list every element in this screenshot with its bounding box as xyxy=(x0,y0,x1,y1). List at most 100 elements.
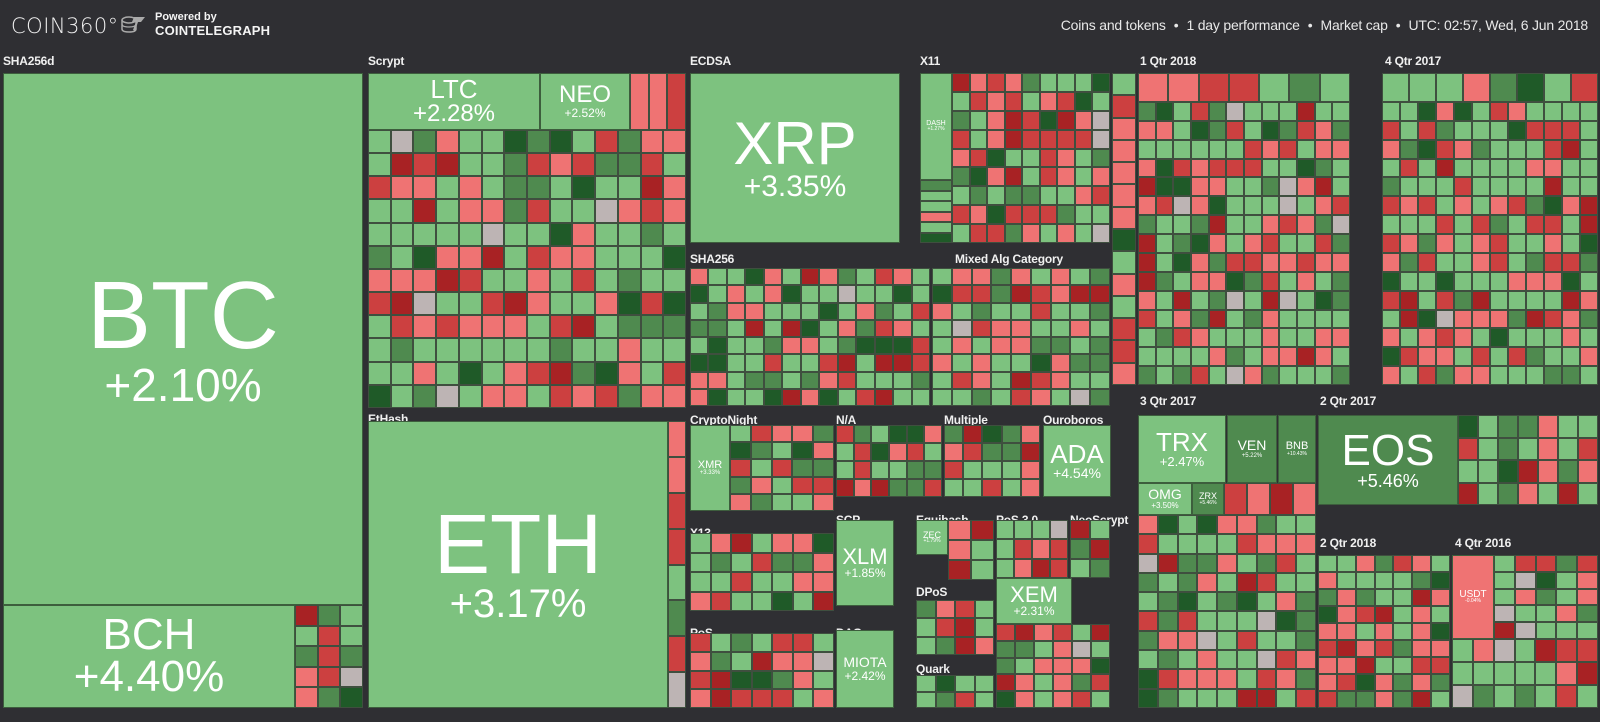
coin-tile[interactable] xyxy=(1092,186,1110,206)
coin-tile[interactable] xyxy=(413,176,437,200)
coin-tile[interactable] xyxy=(813,533,834,553)
coin-tile[interactable] xyxy=(708,319,727,337)
coin-tile[interactable] xyxy=(436,176,459,200)
coin-tile[interactable] xyxy=(1090,354,1110,372)
coin-tile[interactable] xyxy=(1412,691,1432,708)
coin-tile[interactable] xyxy=(1393,691,1413,708)
coin-tile[interactable] xyxy=(1226,366,1244,385)
coin-tile[interactable] xyxy=(819,354,838,372)
coin-tile[interactable] xyxy=(952,205,970,225)
coin-tile[interactable] xyxy=(572,153,596,177)
coin-tile[interactable] xyxy=(1074,148,1093,168)
coin-tile[interactable] xyxy=(1057,91,1075,111)
coin-tile[interactable] xyxy=(690,651,711,671)
coin-tile[interactable] xyxy=(1544,73,1571,102)
coin-tile[interactable] xyxy=(1544,102,1562,121)
coin-tile[interactable] xyxy=(1296,347,1315,367)
coin-tile[interactable] xyxy=(1261,234,1280,253)
coin-tile[interactable] xyxy=(1355,640,1375,657)
coin-tile[interactable] xyxy=(991,371,1012,389)
coin-tile[interactable] xyxy=(911,268,930,286)
coin-tile[interactable] xyxy=(526,315,550,339)
coin-tile[interactable] xyxy=(1514,685,1536,708)
coin-tile[interactable] xyxy=(1296,630,1316,651)
coin-tile[interactable] xyxy=(1208,177,1227,197)
coin-tile[interactable] xyxy=(952,129,970,149)
group-label[interactable]: Scrypt xyxy=(368,54,405,68)
coin-tile[interactable] xyxy=(1472,158,1490,178)
coin-tile[interactable] xyxy=(920,222,952,233)
coin-tile[interactable] xyxy=(595,222,618,246)
coin-tile[interactable] xyxy=(1173,139,1191,159)
coin-tile[interactable] xyxy=(1155,120,1174,140)
coin-tile[interactable] xyxy=(1243,234,1262,253)
coin-tile[interactable] xyxy=(772,572,793,592)
coin-tile[interactable] xyxy=(813,689,834,708)
coin-tile[interactable] xyxy=(1138,347,1156,367)
coin-tile[interactable] xyxy=(1236,592,1257,612)
coin-tile[interactable] xyxy=(413,222,437,246)
coin-tile[interactable] xyxy=(1296,234,1315,253)
coin-tile[interactable] xyxy=(390,384,414,408)
coin-tile[interactable] xyxy=(317,646,341,667)
coin-tile[interactable] xyxy=(526,338,550,362)
coin-tile[interactable] xyxy=(911,337,930,355)
coin-tile[interactable] xyxy=(1092,91,1110,111)
coin-tile[interactable] xyxy=(1243,158,1262,178)
coin-tile[interactable] xyxy=(730,459,751,477)
coin-tile[interactable] xyxy=(1526,139,1544,159)
coin-tile[interactable] xyxy=(436,292,459,316)
coin-tile[interactable] xyxy=(874,371,894,389)
coin-tile[interactable] xyxy=(1138,592,1158,612)
coin-tile-eth[interactable]: ETH +3.17% xyxy=(368,421,668,708)
coin-tile[interactable] xyxy=(1382,177,1400,197)
coin-tile[interactable] xyxy=(1259,73,1290,102)
coin-tile[interactable] xyxy=(1276,630,1297,651)
coin-tile[interactable] xyxy=(893,388,912,406)
coin-tile[interactable] xyxy=(1177,553,1198,573)
coin-tile[interactable] xyxy=(874,354,894,372)
coin-tile[interactable] xyxy=(1039,148,1058,168)
coin-tile[interactable] xyxy=(708,285,727,303)
coin-tile[interactable] xyxy=(1243,139,1262,159)
coin-tile[interactable] xyxy=(526,268,550,293)
coin-tile[interactable] xyxy=(1472,252,1490,272)
coin-tile[interactable] xyxy=(772,689,793,708)
coin-tile[interactable] xyxy=(920,201,952,212)
coin-tile[interactable] xyxy=(935,618,955,637)
coin-tile[interactable] xyxy=(951,268,972,286)
coin-tile[interactable] xyxy=(996,657,1015,675)
coin-tile[interactable] xyxy=(1039,110,1058,130)
coin-tile[interactable] xyxy=(648,73,668,130)
coin-tile[interactable] xyxy=(1020,461,1040,479)
coin-tile[interactable] xyxy=(745,268,764,286)
coin-tile[interactable] xyxy=(731,533,752,553)
coin-tile[interactable] xyxy=(731,689,752,708)
coin-tile[interactable] xyxy=(888,425,907,443)
coin-tile[interactable] xyxy=(1256,611,1277,631)
coin-tile[interactable] xyxy=(1458,415,1478,438)
coin-tile[interactable] xyxy=(1472,685,1494,708)
coin-tile[interactable] xyxy=(1374,674,1394,691)
coin-tile[interactable] xyxy=(708,354,727,372)
coin-tile[interactable] xyxy=(1296,515,1316,535)
coin-tile[interactable] xyxy=(1535,639,1557,662)
coin-tile[interactable] xyxy=(1562,309,1580,329)
group-label[interactable]: 2 Qtr 2018 xyxy=(1320,536,1377,550)
coin-tile[interactable] xyxy=(1526,271,1544,291)
coin-tile[interactable] xyxy=(1454,215,1472,235)
coin-tile[interactable] xyxy=(731,651,752,671)
coin-tile[interactable] xyxy=(987,186,1005,206)
coin-tile[interactable] xyxy=(1393,572,1413,589)
coin-tile[interactable] xyxy=(771,493,793,511)
coin-tile[interactable] xyxy=(1011,268,1031,286)
coin-tile[interactable] xyxy=(1556,571,1578,589)
coin-tile[interactable] xyxy=(969,148,988,168)
coin-tile[interactable] xyxy=(1050,539,1068,559)
coin-tile[interactable] xyxy=(726,285,746,303)
coin-tile[interactable] xyxy=(1472,290,1490,310)
coin-tile[interactable] xyxy=(971,285,992,303)
coin-tile[interactable] xyxy=(690,337,709,355)
coin-tile[interactable] xyxy=(1314,347,1333,367)
coin-tile[interactable] xyxy=(1580,120,1598,140)
